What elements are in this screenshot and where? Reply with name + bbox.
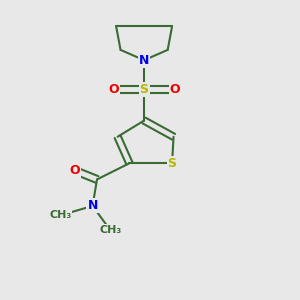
Text: CH₃: CH₃	[99, 225, 122, 235]
Text: O: O	[70, 164, 80, 177]
Text: O: O	[170, 83, 180, 96]
Text: N: N	[139, 54, 149, 67]
Text: CH₃: CH₃	[49, 210, 71, 220]
Text: S: S	[140, 83, 148, 96]
Text: S: S	[168, 157, 177, 170]
Text: N: N	[87, 200, 98, 212]
Text: O: O	[108, 83, 119, 96]
